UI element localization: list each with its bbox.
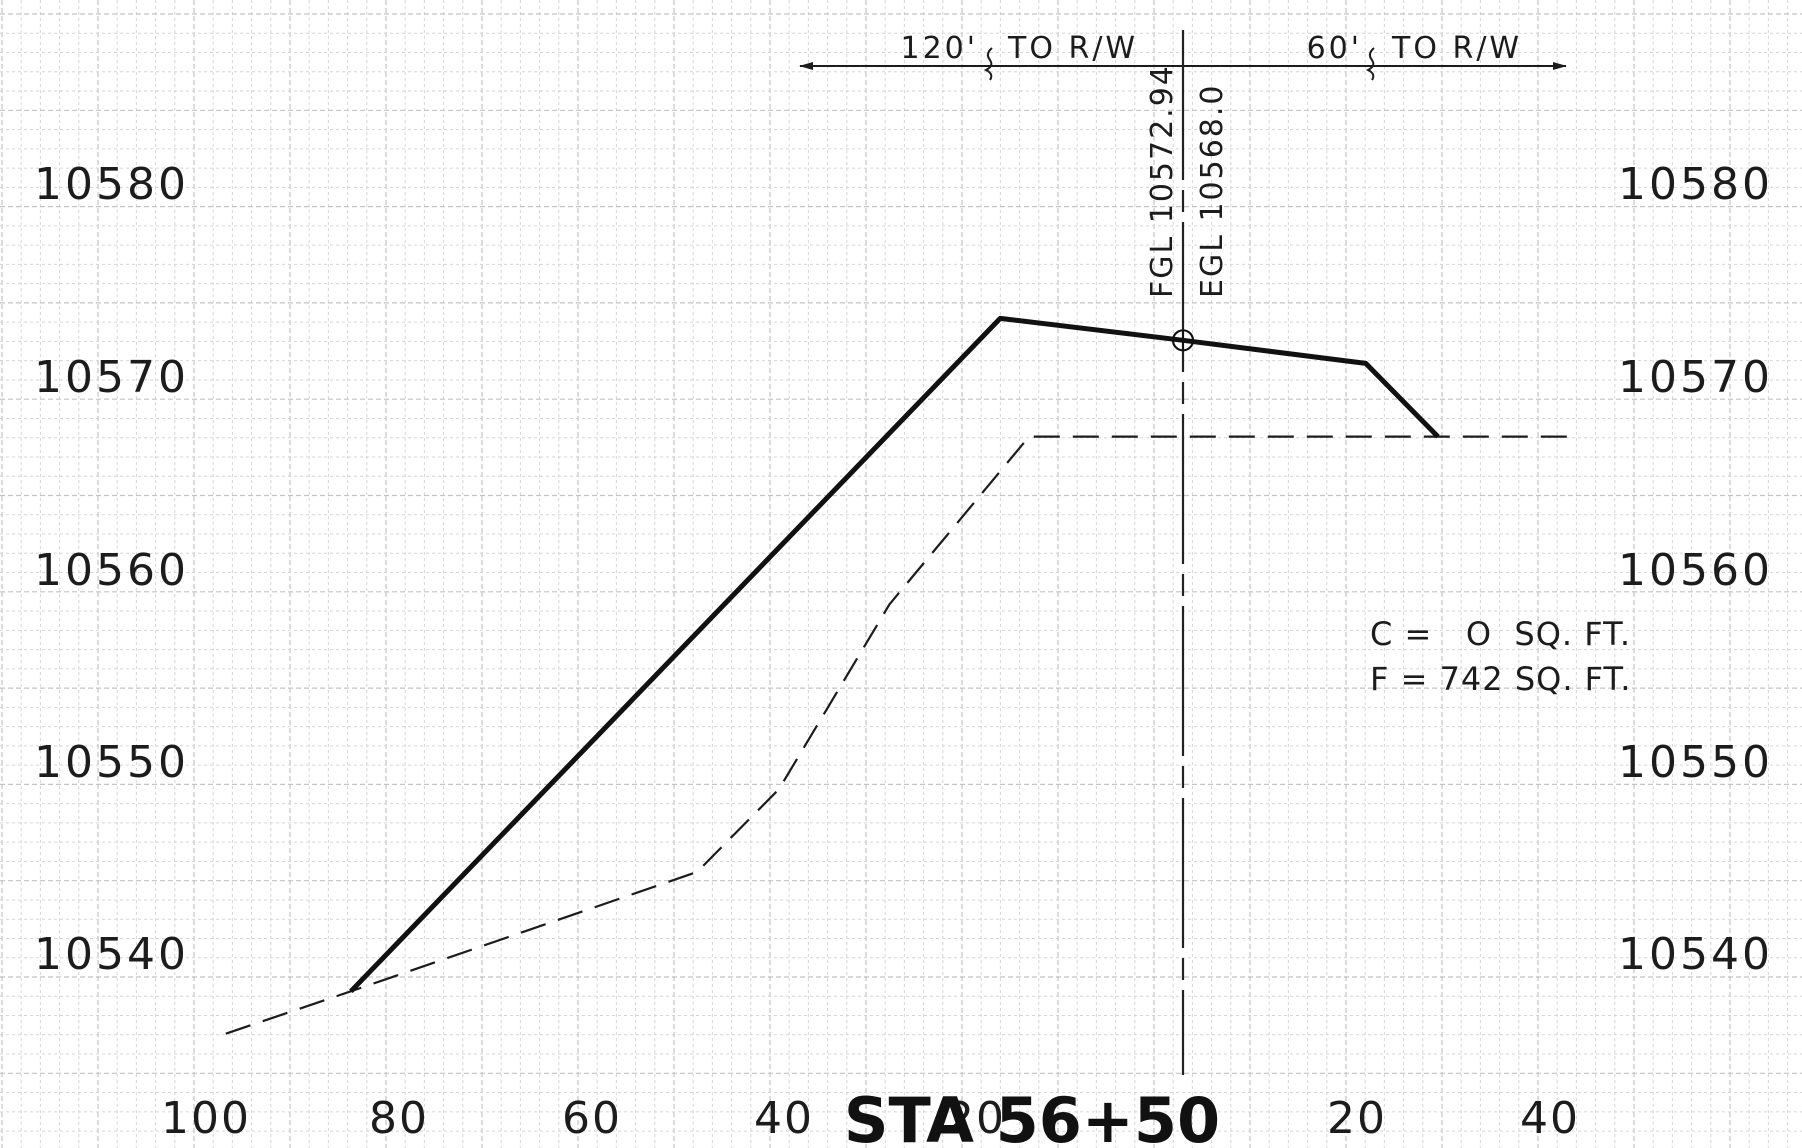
elevation-label-10550-left: 10550 [34, 737, 189, 788]
row-left-break-mark [983, 47, 993, 81]
centerline: FGL 10572.94 EGL 10568.0 [1145, 30, 1230, 1075]
elevation-label-10580-right: 10580 [1618, 159, 1773, 210]
profile-plot [225, 315, 1578, 1035]
area-notes: C = O SQ. FT. F = 742 SQ. FT. [1370, 615, 1631, 698]
existing-ground-line [225, 435, 1578, 1035]
fill-area-note: F = 742 SQ. FT. [1370, 660, 1631, 698]
elevation-label-10560-left: 10560 [34, 545, 189, 596]
offset-label-40-right: 40 [1520, 1093, 1580, 1144]
left-elevation-axis: 10580 10570 10560 10550 10540 [34, 159, 189, 980]
elevation-label-10560-right: 10560 [1618, 545, 1773, 596]
row-left-text: TO R/W [1007, 31, 1138, 66]
offset-label-100: 100 [161, 1093, 251, 1144]
fgl-label: FGL 10572.94 [1145, 64, 1180, 298]
offset-label-80: 80 [369, 1093, 429, 1144]
row-right-break-mark [1365, 47, 1375, 81]
right-of-way-dimension: 120' TO R/W 60' TO R/W [799, 31, 1567, 81]
elevation-label-10550-right: 10550 [1618, 737, 1773, 788]
cut-area-note: C = O SQ. FT. [1370, 615, 1631, 653]
row-right-distance: 60' [1307, 31, 1362, 66]
station-label: STA 56+50 [844, 1084, 1220, 1148]
elevation-label-10570-left: 10570 [34, 352, 189, 403]
row-left-distance: 120' [900, 31, 978, 66]
right-elevation-axis: 10580 10570 10560 10550 10540 [1618, 159, 1773, 980]
finished-grade-line [349, 315, 1440, 994]
row-right-text: TO R/W [1391, 31, 1522, 66]
elevation-label-10540-right: 10540 [1618, 929, 1773, 980]
elevation-label-10540-left: 10540 [34, 929, 189, 980]
elevation-label-10580-left: 10580 [34, 159, 189, 210]
offset-label-60: 60 [562, 1093, 622, 1144]
offset-axis: 100 80 60 40 20 20 40 [161, 1093, 1580, 1144]
offset-label-40-left: 40 [754, 1093, 814, 1144]
centerline-grade-marker [1171, 329, 1195, 352]
egl-label: EGL 10568.0 [1195, 83, 1230, 298]
elevation-label-10570-right: 10570 [1618, 352, 1773, 403]
offset-label-20-right: 20 [1327, 1093, 1387, 1144]
offset-label-20-left: 20 [946, 1093, 1006, 1144]
